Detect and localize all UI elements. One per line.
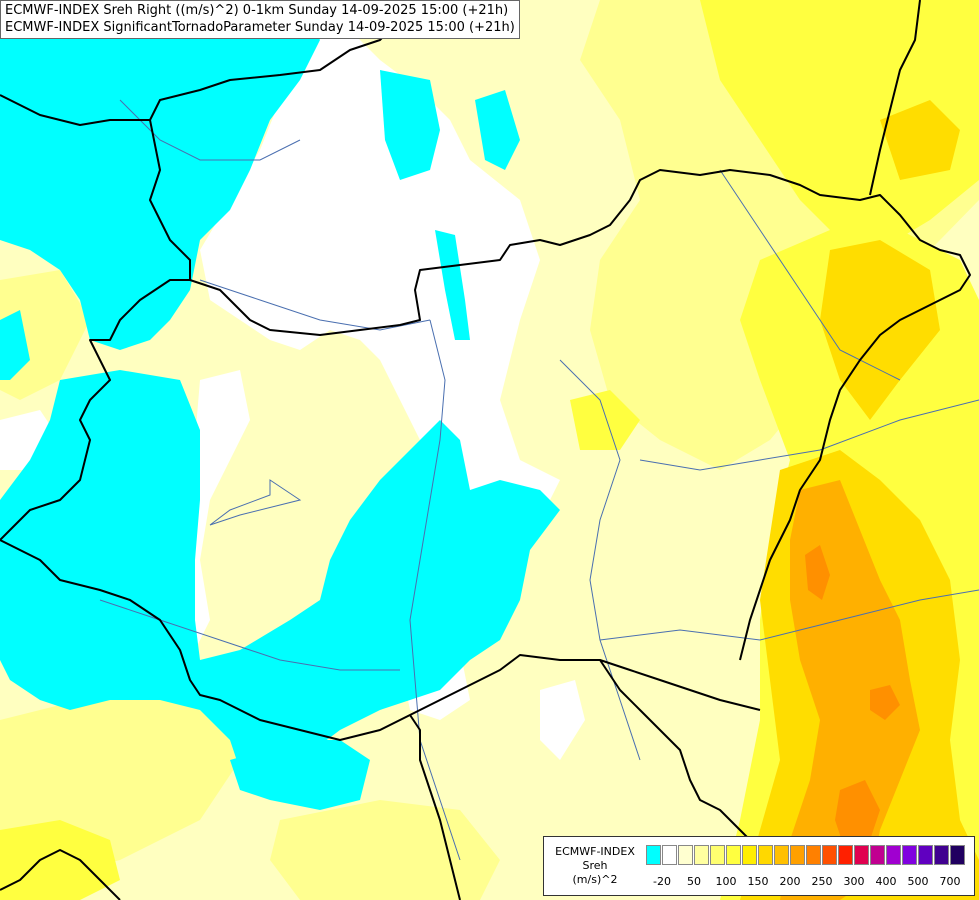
legend-swatch: [790, 845, 805, 865]
legend-swatches: [646, 845, 966, 865]
legend-label: ECMWF-INDEX Sreh (m/s)^2: [548, 845, 642, 887]
legend-tick: 500: [907, 875, 929, 888]
legend-tick: 250: [811, 875, 833, 888]
legend-ticks: -20 50 100 150 200 250 300 400 500 700: [646, 875, 974, 889]
legend-swatch: [726, 845, 741, 865]
map-title-box: ECMWF-INDEX Sreh Right ((m/s)^2) 0-1km S…: [0, 0, 520, 39]
legend-swatch: [854, 845, 869, 865]
legend-tick: 150: [747, 875, 769, 888]
title-line-1: ECMWF-INDEX Sreh Right ((m/s)^2) 0-1km S…: [5, 3, 509, 18]
color-legend: ECMWF-INDEX Sreh (m/s)^2 -20 50 100 150 200 2…: [543, 836, 975, 896]
legend-swatch: [662, 845, 677, 865]
legend-swatch: [838, 845, 853, 865]
sreh-cyan-areas: [0, 0, 560, 810]
title-line-2: ECMWF-INDEX SignificantTornadoParameter …: [5, 20, 515, 35]
legend-swatch: [710, 845, 725, 865]
legend-tick: 100: [715, 875, 737, 888]
legend-model: ECMWF-INDEX: [555, 845, 635, 858]
legend-swatch: [950, 845, 965, 865]
legend-swatch: [822, 845, 837, 865]
legend-swatch: [918, 845, 933, 865]
legend-swatch: [694, 845, 709, 865]
legend-tick: 200: [779, 875, 801, 888]
legend-tick: 50: [687, 875, 701, 888]
legend-swatch: [902, 845, 917, 865]
legend-tick: 400: [875, 875, 897, 888]
legend-param: Sreh: [582, 859, 608, 872]
legend-tick: 300: [843, 875, 865, 888]
legend-tick: -20: [653, 875, 671, 888]
legend-swatch: [806, 845, 821, 865]
legend-swatch: [758, 845, 773, 865]
sreh-dark-orange-areas: [805, 545, 900, 850]
legend-swatch: [934, 845, 949, 865]
legend-swatch: [678, 845, 693, 865]
rivers: [99, 99, 979, 861]
legend-swatch: [646, 845, 661, 865]
legend-swatch: [870, 845, 885, 865]
legend-swatch: [886, 845, 901, 865]
legend-tick: 700: [939, 875, 961, 888]
legend-unit: (m/s)^2: [572, 873, 618, 886]
legend-swatch: [774, 845, 789, 865]
legend-swatch: [742, 845, 757, 865]
